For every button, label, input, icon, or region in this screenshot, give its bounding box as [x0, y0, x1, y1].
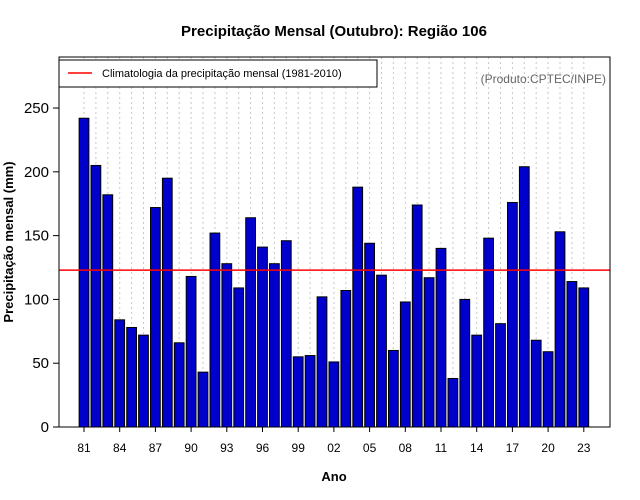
- y-axis: 0 50 100 150 200 250: [24, 100, 59, 436]
- bar-05: [364, 242, 375, 428]
- bar-00: [304, 355, 316, 428]
- xtick-label-84: 84: [113, 441, 127, 455]
- bar-87: [150, 207, 161, 428]
- bar-10: [423, 277, 435, 428]
- xtick-label-20: 20: [541, 441, 555, 455]
- bar-19: [530, 339, 542, 428]
- bar-18: [518, 166, 530, 428]
- bar-12: [447, 378, 459, 428]
- xtick-label-87: 87: [149, 441, 163, 455]
- bar-85: [126, 326, 137, 428]
- xtick-label-93: 93: [220, 441, 234, 455]
- bar-81: [78, 117, 90, 428]
- xtick-label-08: 08: [399, 441, 413, 455]
- bar-88: [161, 177, 173, 428]
- bar-17: [507, 201, 518, 428]
- x-axis: 81 84 87 90 93 96 99 02 05 08 11 14 17 20 23: [77, 427, 591, 455]
- xtick-label-81: 81: [77, 441, 91, 455]
- bar-23: [578, 287, 590, 428]
- bar-90: [185, 275, 197, 428]
- bar-84: [114, 319, 126, 428]
- bar-14: [471, 334, 483, 428]
- bar-82: [90, 164, 102, 428]
- bar-16: [495, 323, 506, 428]
- xtick-label-96: 96: [256, 441, 270, 455]
- source-label: (Produto:CPTEC/INPE): [481, 72, 606, 86]
- xtick-label-11: 11: [435, 441, 448, 455]
- xtick-label-99: 99: [292, 441, 306, 455]
- bar-97: [269, 263, 280, 428]
- y-axis-label: Precipitação mensal (mm): [1, 161, 16, 322]
- bar-08: [399, 301, 411, 428]
- bar-92: [209, 232, 221, 428]
- xtick-label-14: 14: [470, 441, 484, 455]
- chart-title: Precipitação Mensal (Outubro): Região 10…: [181, 23, 487, 40]
- bar-03: [340, 289, 352, 428]
- ytick-label-250: 250: [24, 100, 49, 117]
- ytick-label-0: 0: [41, 419, 49, 436]
- bar-01: [316, 296, 328, 428]
- bar-06: [376, 274, 387, 428]
- xtick-label-17: 17: [506, 441, 520, 455]
- bar-93: [221, 263, 233, 428]
- legend-box: [58, 59, 378, 88]
- bar-96: [257, 246, 268, 428]
- bar-07: [388, 349, 399, 428]
- bar-83: [102, 194, 114, 428]
- legend-climatology-label: Climatologia da precipitação mensal (198…: [102, 68, 342, 80]
- bar-95: [245, 217, 256, 428]
- bar-21: [554, 231, 566, 428]
- bar-98: [280, 240, 292, 428]
- xtick-label-23: 23: [577, 441, 591, 455]
- xtick-label-02: 02: [327, 441, 341, 455]
- bar-20: [542, 351, 554, 428]
- bar-15: [483, 237, 494, 428]
- plot-frame: [58, 56, 611, 428]
- bar-04: [352, 186, 364, 428]
- ytick-label-100: 100: [24, 291, 49, 308]
- bar-02: [328, 361, 340, 428]
- xtick-label-05: 05: [363, 441, 377, 455]
- bar-89: [173, 342, 185, 428]
- bar-09: [411, 204, 423, 428]
- bar-11: [435, 247, 447, 428]
- bars-layer: [78, 117, 590, 428]
- bar-13: [459, 298, 471, 428]
- bar-91: [197, 371, 209, 428]
- ytick-label-50: 50: [32, 355, 49, 372]
- ytick-label-200: 200: [24, 164, 49, 181]
- ytick-label-150: 150: [24, 228, 49, 245]
- bar-99: [292, 356, 304, 428]
- xtick-label-90: 90: [184, 441, 198, 455]
- bar-86: [138, 334, 149, 428]
- bar-94: [233, 287, 245, 428]
- x-axis-label: Ano: [321, 469, 346, 484]
- legend: Climatologia da precipitação mensal (198…: [58, 59, 378, 88]
- bar-22: [566, 281, 578, 428]
